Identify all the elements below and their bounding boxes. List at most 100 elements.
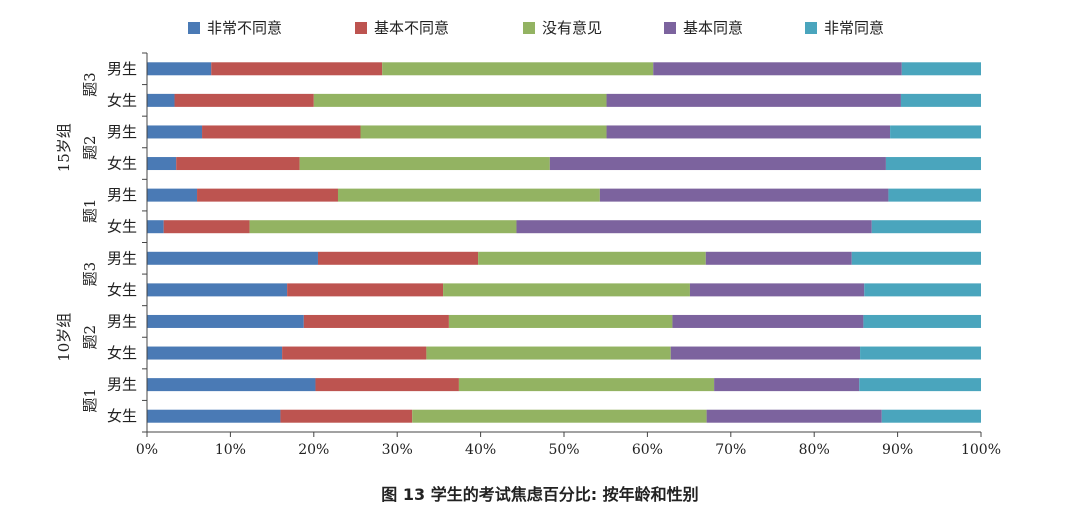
row-label: 女生 [107,91,137,109]
legend-label-4: 基本同意 [683,19,743,37]
question-label: 题1 [81,199,99,224]
legend-label-5: 非常同意 [824,19,884,37]
bar-segment-r5-s2 [197,188,338,202]
bar-segment-r3-s1 [147,125,203,139]
row-label: 女生 [107,344,137,362]
bar-segment-r3-s4 [606,125,891,139]
x-tick-label: 0% [136,442,158,458]
bar-segment-r7-s1 [147,251,318,265]
x-tick-label: 40% [465,442,496,458]
stacked-bar-chart: 非常不同意 基本不同意 没有意见 基本同意 非常同意 0% 10% 20% 30% 40% 50%… [55,19,1001,458]
bar-segment-r12-s2 [280,409,413,423]
bar-segment-r3-s5 [890,125,981,139]
row-label: 女生 [107,155,137,173]
legend-swatch-3 [523,22,535,34]
bar-segment-r12-s3 [412,409,707,423]
bar-segment-r1-s4 [653,62,902,76]
x-tick-label: 10% [215,442,246,458]
age-group-label: 15岁组 [55,123,73,172]
bar-segment-r7-s3 [478,251,706,265]
bar-segment-r4-s4 [549,157,886,171]
bar-segment-r2-s1 [147,93,175,107]
bar-segment-r2-s3 [313,93,607,107]
bar-segment-r8-s2 [287,283,444,297]
legend-swatch-4 [664,22,676,34]
bar-segment-r12-s4 [706,409,882,423]
bar-segment-r3-s2 [202,125,361,139]
legend-swatch-5 [805,22,817,34]
bar-segment-r8-s1 [147,283,288,297]
x-tick-label: 50% [548,442,579,458]
legend-label-3: 没有意见 [542,19,602,37]
bar-segment-r11-s5 [859,378,981,392]
bar-segment-r9-s1 [147,314,304,328]
age-group-label: 10岁组 [55,313,73,362]
row-label: 女生 [107,281,137,299]
question-label: 题2 [81,325,99,350]
bar-segment-r2-s5 [900,93,981,107]
bar-segment-r1-s2 [211,62,383,76]
bar-segment-r7-s4 [705,251,852,265]
bar-segment-r10-s1 [147,346,283,360]
row-label: 男生 [107,249,137,267]
legend-label-1: 非常不同意 [207,19,282,37]
x-tick-label: 60% [632,442,663,458]
row-label: 男生 [107,186,137,204]
bar-segment-r6-s1 [147,220,164,234]
bar-segment-r8-s5 [864,283,981,297]
question-label: 题1 [81,388,99,413]
bar-segment-r10-s2 [282,346,427,360]
bar-segment-r2-s4 [606,93,901,107]
x-tick-label: 90% [882,442,913,458]
x-tick-label: 20% [298,442,329,458]
bar-segment-r3-s3 [360,125,607,139]
bar-segment-r9-s5 [863,314,981,328]
legend: 非常不同意 基本不同意 没有意见 基本同意 非常同意 [188,19,884,37]
bar-segment-r9-s4 [672,314,864,328]
bar-segment-r9-s3 [448,314,673,328]
bar-segment-r10-s5 [860,346,981,360]
bar-segment-r1-s1 [147,62,212,76]
bar-segment-r4-s5 [885,157,981,171]
bar-segment-r5-s4 [599,188,889,202]
bar-segment-r1-s3 [382,62,654,76]
bar-segment-r8-s3 [443,283,690,297]
bar-segment-r8-s4 [689,283,865,297]
bar-segment-r11-s4 [714,378,860,392]
legend-label-2: 基本不同意 [374,19,449,37]
legend-swatch-1 [188,22,200,34]
x-tick-label: 70% [715,442,746,458]
bar-segment-r11-s1 [147,378,316,392]
x-tick-label: 80% [799,442,830,458]
row-label: 男生 [107,123,137,141]
bars [147,62,981,423]
bar-segment-r12-s5 [881,409,981,423]
axes: 0% 10% 20% 30% 40% 50% 60% 70% 80% 90% 100% [136,52,1001,458]
row-label: 男生 [107,376,137,394]
bar-segment-r7-s2 [317,251,479,265]
question-label: 题3 [81,262,99,287]
bar-segment-r7-s5 [851,251,981,265]
bar-segment-r11-s2 [315,378,459,392]
bar-segment-r12-s1 [147,409,281,423]
bar-segment-r6-s3 [249,220,517,234]
bar-segment-r4-s1 [147,157,177,171]
row-label: 女生 [107,407,137,425]
legend-swatch-2 [355,22,367,34]
bar-segment-r10-s3 [426,346,671,360]
row-label: 男生 [107,312,137,330]
category-labels: 男生女生男生女生男生女生男生女生男生女生男生女生题3题2题115岁组题3题2题1… [55,60,137,425]
bar-segment-r4-s3 [299,157,550,171]
row-label: 女生 [107,218,137,236]
x-tick-label: 30% [382,442,413,458]
bar-segment-r11-s3 [458,378,715,392]
bar-segment-r6-s2 [163,220,250,234]
bar-segment-r5-s5 [888,188,981,202]
bar-segment-r2-s2 [174,93,314,107]
row-label: 男生 [107,60,137,78]
figure-caption: 图 13 学生的考试焦虑百分比: 按年龄和性别 [381,485,699,504]
bar-segment-r5-s3 [337,188,600,202]
bar-segment-r10-s4 [670,346,861,360]
x-tick-label: 100% [961,442,1001,458]
bar-segment-r6-s5 [871,220,981,234]
